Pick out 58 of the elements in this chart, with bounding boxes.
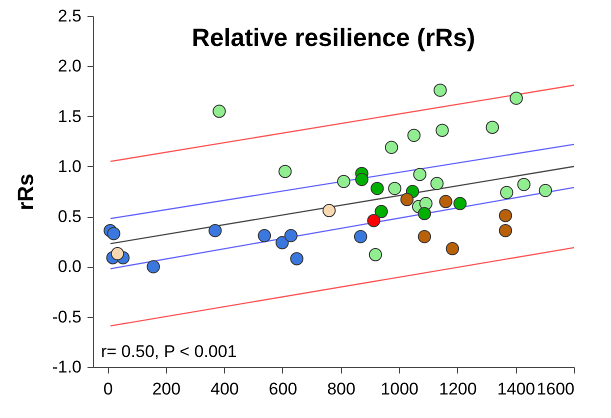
annotation: r= 0.50, P < 0.001 — [101, 342, 237, 361]
point — [418, 206, 432, 220]
point — [413, 168, 426, 182]
y-axis-title: rRs — [13, 174, 38, 210]
x-tick-label: 1200 — [438, 380, 477, 398]
point — [446, 242, 460, 256]
point — [453, 196, 467, 210]
y-tick-label: 1.5 — [58, 106, 82, 126]
point — [486, 120, 499, 134]
point — [384, 140, 398, 154]
point — [290, 252, 304, 266]
point — [538, 184, 552, 198]
chart-title: Relative resilience (rRs) — [192, 24, 476, 52]
point — [110, 247, 124, 260]
point — [407, 128, 421, 142]
point — [370, 182, 384, 196]
x-tick-label: 400 — [210, 380, 239, 398]
point — [517, 178, 530, 192]
y-tick-label: 1.0 — [58, 156, 82, 176]
point — [107, 227, 120, 240]
y-tick-label: -1.0 — [52, 358, 82, 376]
x-tick-label: 1400 — [497, 380, 536, 398]
y-tick-label: 2.5 — [58, 6, 82, 26]
x-tick-label: 800 — [327, 380, 356, 398]
point — [374, 204, 388, 218]
point — [276, 236, 289, 250]
y-tick-label: -0.5 — [52, 307, 82, 326]
y-tick-label: 2.0 — [58, 56, 82, 76]
point — [434, 84, 447, 97]
point — [354, 230, 368, 244]
point — [355, 172, 368, 186]
point — [367, 214, 380, 228]
point — [500, 186, 514, 200]
point — [146, 260, 160, 274]
point — [284, 229, 298, 242]
point — [278, 164, 292, 178]
point — [439, 194, 452, 208]
x-tick-label: 0 — [103, 380, 113, 398]
point — [368, 248, 382, 262]
point — [212, 104, 226, 118]
point — [388, 182, 402, 196]
point — [436, 124, 449, 137]
x-tick-label: 1600 — [536, 380, 574, 398]
y-tick-label: 0.0 — [58, 257, 82, 276]
x-tick-label: 600 — [268, 380, 298, 398]
point — [418, 230, 432, 244]
point — [337, 174, 350, 188]
y-tick-label: 0.5 — [58, 207, 82, 226]
point — [510, 92, 523, 105]
point — [322, 204, 336, 218]
point — [208, 224, 222, 238]
point — [498, 224, 512, 238]
point — [258, 229, 272, 242]
x-tick-label: 200 — [152, 380, 181, 398]
point — [400, 192, 414, 206]
point — [498, 208, 512, 222]
x-tick-label: 1000 — [380, 380, 419, 398]
point — [430, 176, 444, 190]
